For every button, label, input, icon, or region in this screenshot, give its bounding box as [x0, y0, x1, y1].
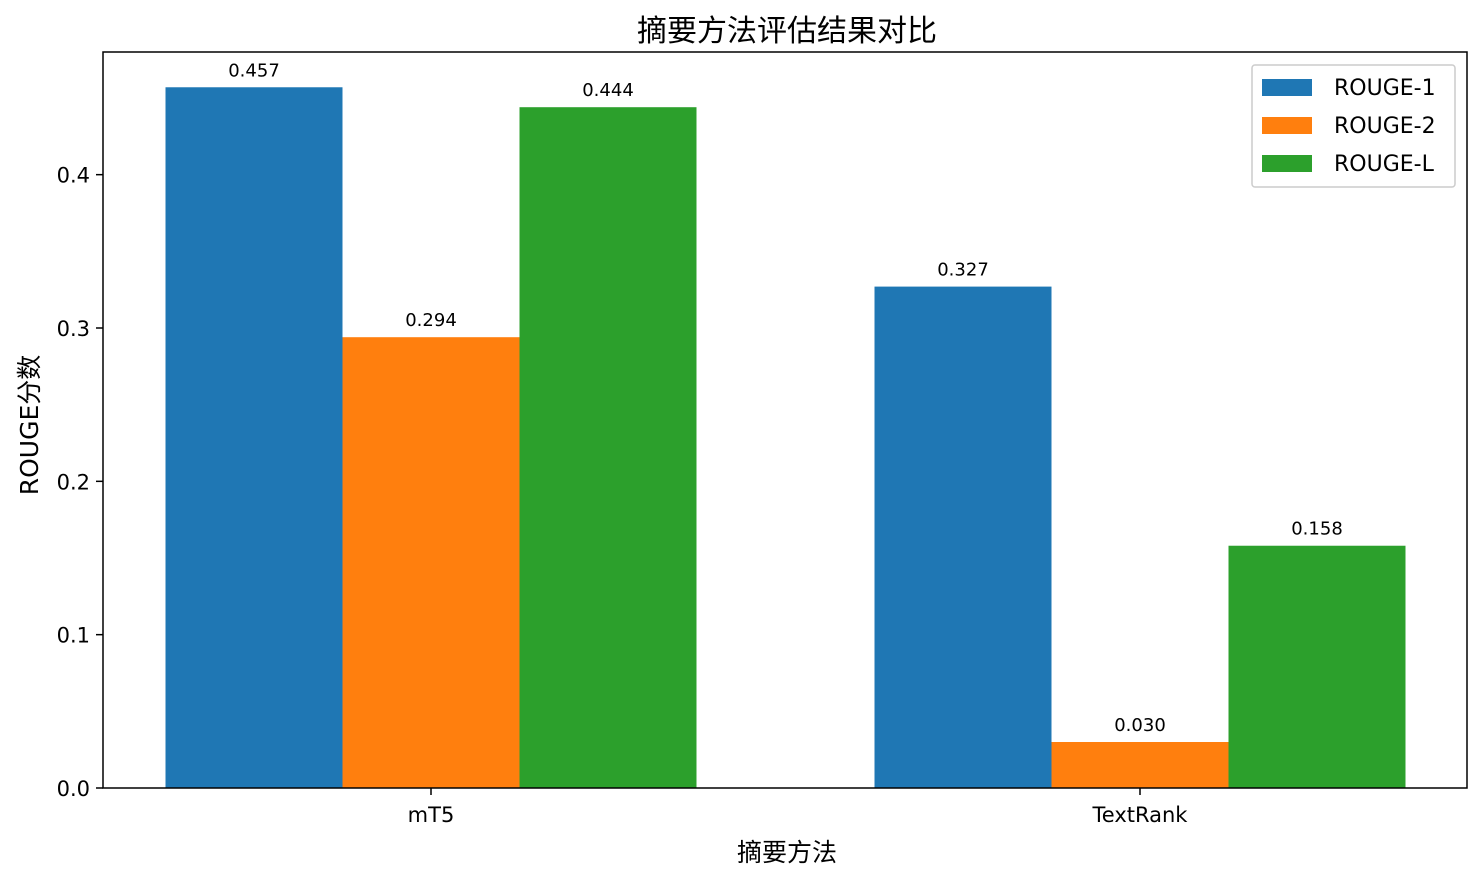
y-tick-label: 0.2 — [57, 470, 90, 494]
y-tick-label: 0.3 — [57, 317, 90, 341]
legend-label: ROUGE-2 — [1334, 114, 1436, 139]
bar-rouge-l-textrank — [1228, 545, 1406, 788]
y-axis: 0.0 0.1 0.2 0.3 0.4 — [57, 164, 103, 801]
y-tick-label: 0.1 — [57, 624, 90, 648]
legend-swatch — [1262, 117, 1312, 134]
x-tick-label: mT5 — [408, 803, 455, 827]
legend-swatch — [1262, 79, 1312, 96]
plot-frame — [102, 51, 1468, 789]
y-tick-label: 0.0 — [57, 777, 90, 801]
bar-value-label: 0.444 — [582, 80, 634, 101]
bar-rouge-2-mt5 — [342, 337, 520, 788]
bar-rouge-1-mt5 — [165, 87, 343, 789]
bar-rouge-1-textrank — [874, 286, 1052, 788]
bar-value-label: 0.030 — [1114, 715, 1166, 736]
bar-value-label: 0.457 — [228, 60, 280, 81]
bars — [165, 87, 1406, 789]
x-axis-label: 摘要方法 — [737, 838, 837, 867]
legend: ROUGE-1 ROUGE-2 ROUGE-L — [1251, 64, 1456, 188]
bar-rouge-l-mt5 — [519, 107, 697, 788]
legend-label: ROUGE-L — [1334, 152, 1435, 177]
value-labels: 0.457 0.294 0.444 0.327 0.030 0.158 — [228, 60, 1343, 736]
bar-value-label: 0.327 — [937, 260, 989, 281]
x-axis: mT5 TextRank — [408, 788, 1189, 827]
x-tick-label: TextRank — [1092, 803, 1189, 827]
bar-rouge-2-textrank — [1051, 742, 1229, 788]
bar-value-label: 0.294 — [405, 310, 457, 331]
y-axis-label: ROUGE分数 — [15, 355, 44, 496]
bar-value-label: 0.158 — [1291, 519, 1343, 540]
chart-title: 摘要方法评估结果对比 — [637, 14, 937, 49]
legend-swatch — [1262, 155, 1312, 172]
legend-label: ROUGE-1 — [1334, 76, 1436, 101]
y-tick-label: 0.4 — [57, 164, 90, 188]
